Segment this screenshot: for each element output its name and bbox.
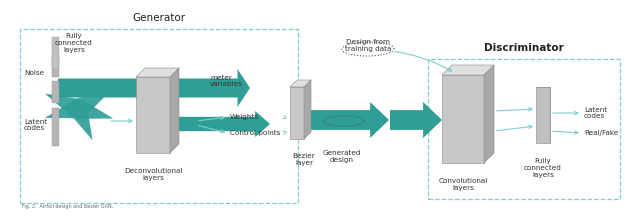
Text: Noise: Noise bbox=[24, 70, 44, 76]
Polygon shape bbox=[290, 80, 311, 87]
Polygon shape bbox=[290, 87, 304, 139]
Text: Latent
codes: Latent codes bbox=[584, 107, 607, 120]
Bar bbox=[52, 108, 59, 146]
Polygon shape bbox=[390, 102, 442, 138]
Polygon shape bbox=[69, 105, 93, 140]
Polygon shape bbox=[136, 77, 170, 153]
Polygon shape bbox=[170, 68, 179, 153]
Text: Generated
design: Generated design bbox=[323, 150, 361, 163]
Text: Bezier
layer: Bezier layer bbox=[292, 153, 316, 166]
Text: meter
variables: meter variables bbox=[210, 74, 243, 88]
Text: Discriminator: Discriminator bbox=[484, 43, 564, 53]
Text: Convolutional
layers: Convolutional layers bbox=[438, 178, 488, 191]
Polygon shape bbox=[442, 65, 494, 75]
Text: Deconvolutional
layers: Deconvolutional layers bbox=[124, 168, 182, 181]
Polygon shape bbox=[72, 90, 111, 118]
Polygon shape bbox=[311, 102, 389, 138]
Bar bbox=[52, 37, 59, 69]
Polygon shape bbox=[442, 75, 484, 163]
Polygon shape bbox=[136, 68, 179, 77]
Polygon shape bbox=[45, 93, 83, 118]
Text: Control points: Control points bbox=[230, 130, 280, 136]
Polygon shape bbox=[536, 87, 550, 143]
Polygon shape bbox=[304, 80, 311, 139]
Polygon shape bbox=[170, 111, 270, 137]
Text: Generator: Generator bbox=[132, 13, 186, 23]
Text: Design from
training data: Design from training data bbox=[345, 39, 391, 52]
Bar bbox=[52, 81, 59, 103]
Text: Latent
codes: Latent codes bbox=[24, 118, 47, 131]
Text: Fully
connected
layers: Fully connected layers bbox=[524, 158, 562, 178]
Polygon shape bbox=[58, 69, 250, 107]
Polygon shape bbox=[76, 99, 113, 119]
Text: Fig. 2.  Airfoil design and Bezier GAN.: Fig. 2. Airfoil design and Bezier GAN. bbox=[22, 204, 113, 209]
Text: Real/Fake: Real/Fake bbox=[584, 130, 618, 136]
Polygon shape bbox=[45, 100, 81, 118]
Text: Fully
connected
layers: Fully connected layers bbox=[55, 33, 93, 53]
Polygon shape bbox=[484, 65, 494, 163]
Text: Weights: Weights bbox=[230, 114, 259, 120]
Bar bbox=[52, 55, 59, 77]
